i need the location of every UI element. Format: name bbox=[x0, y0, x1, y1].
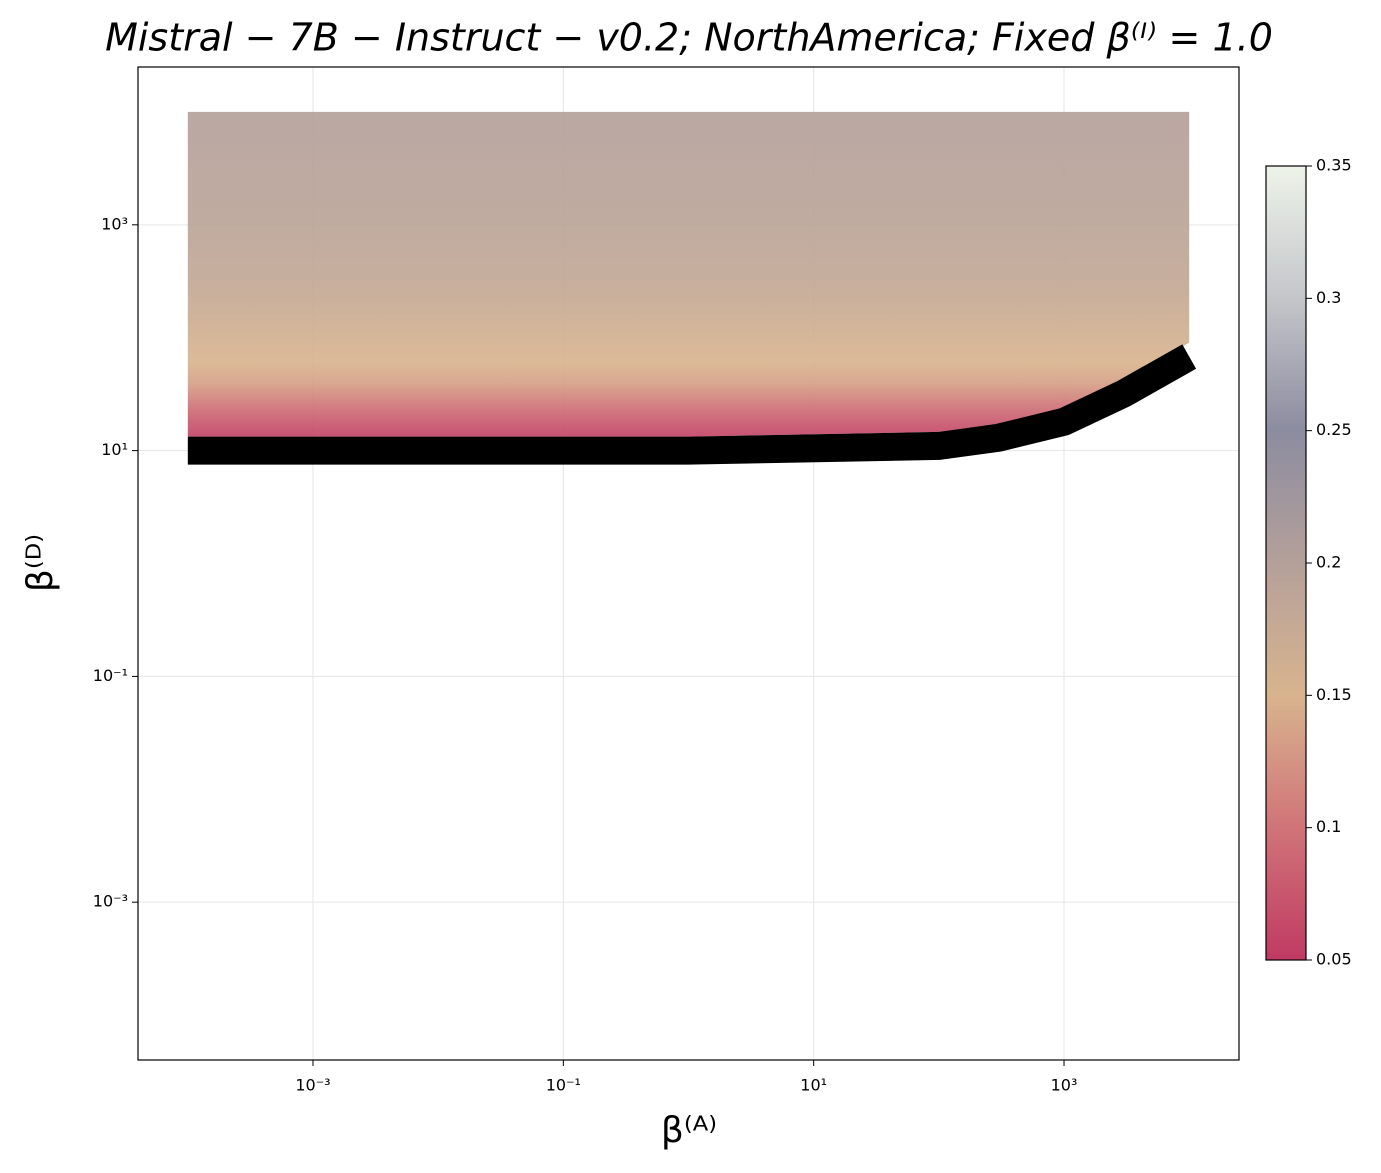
colorbar-tick-label: 0.1 bbox=[1316, 817, 1341, 836]
colorbar-tick-label: 0.2 bbox=[1316, 553, 1341, 572]
y-tick-label: 10³ bbox=[101, 214, 128, 233]
x-tick-label: 10⁻³ bbox=[295, 1076, 330, 1095]
colorbar-tick-label: 0.25 bbox=[1316, 420, 1352, 439]
colorbar-tick-label: 0.15 bbox=[1316, 685, 1352, 704]
boundary-contour bbox=[187, 344, 1197, 465]
x-tick-label: 10³ bbox=[1051, 1076, 1078, 1095]
colorbar-tick-label: 0.05 bbox=[1316, 950, 1352, 969]
y-axis-label: β⁽ᴰ⁾ bbox=[20, 534, 61, 592]
y-tick-label: 10⁻¹ bbox=[93, 666, 128, 685]
plot-frame bbox=[137, 66, 1240, 1061]
y-tick-label: 10⁻³ bbox=[93, 892, 128, 911]
chart-title: Mistral − 7B − Instruct − v0.2; NorthAme… bbox=[105, 16, 1273, 60]
x-axis-label: β⁽ᴬ⁾ bbox=[661, 1110, 717, 1151]
colorbar-tick-label: 0.3 bbox=[1316, 288, 1341, 307]
colorbar-tick-label: 0.35 bbox=[1316, 156, 1352, 175]
y-tick-label: 10¹ bbox=[101, 440, 128, 459]
heatmap-field bbox=[187, 111, 1190, 437]
x-tick-label: 10¹ bbox=[800, 1076, 827, 1095]
colorbar bbox=[1265, 165, 1307, 961]
x-tick-label: 10⁻¹ bbox=[546, 1076, 581, 1095]
